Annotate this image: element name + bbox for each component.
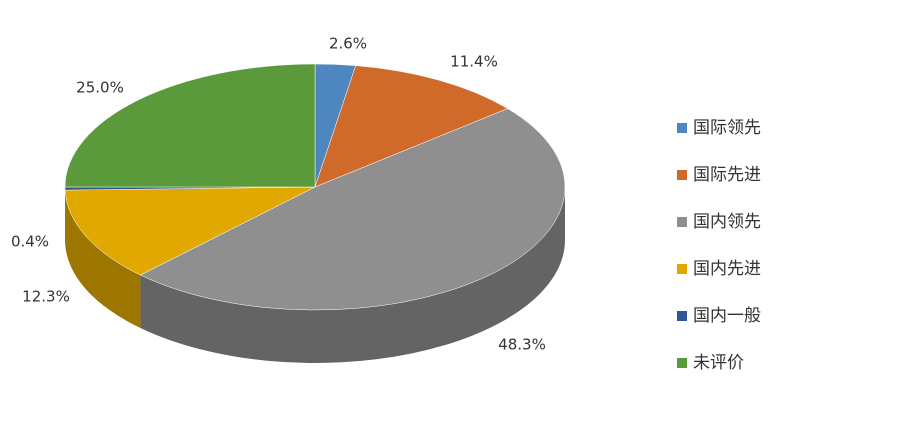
pie-slice bbox=[139, 108, 566, 311]
data-label: 0.4% bbox=[11, 233, 49, 251]
legend-swatch bbox=[677, 170, 687, 180]
legend-swatch bbox=[677, 358, 687, 368]
legend-swatch bbox=[677, 264, 687, 274]
legend-label: 国内一般 bbox=[693, 306, 761, 326]
data-label: 25.0% bbox=[76, 79, 124, 97]
pie-side bbox=[140, 187, 565, 363]
data-label: 12.3% bbox=[22, 288, 70, 306]
legend-swatch bbox=[677, 123, 687, 133]
data-label: 11.4% bbox=[450, 53, 498, 71]
legend-label: 国际领先 bbox=[693, 118, 761, 138]
data-label: 2.6% bbox=[329, 35, 367, 53]
data-label: 48.3% bbox=[498, 336, 546, 354]
pie-slice bbox=[64, 63, 316, 188]
pie-slice bbox=[314, 65, 509, 188]
legend-label: 国内领先 bbox=[693, 212, 761, 232]
pie-slice bbox=[64, 186, 316, 276]
legend-swatch bbox=[677, 217, 687, 227]
legend-swatch bbox=[677, 311, 687, 321]
legend-label: 国内先进 bbox=[693, 259, 761, 279]
legend-label: 未评价 bbox=[693, 353, 744, 373]
pie-side bbox=[65, 190, 141, 329]
legend-label: 国际先进 bbox=[693, 165, 761, 185]
